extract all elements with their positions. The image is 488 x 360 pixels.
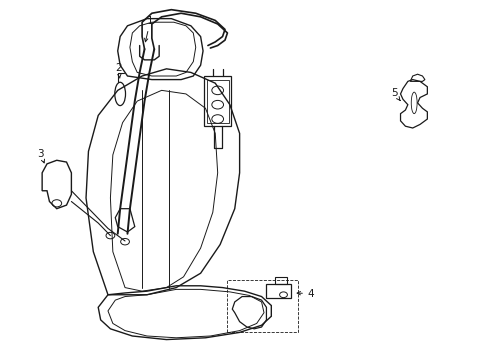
Bar [275, 277, 287, 284]
Text: 1: 1 [144, 16, 153, 42]
Bar [266, 284, 290, 298]
Bar [204, 76, 231, 126]
Text: 2: 2 [115, 63, 122, 78]
Bar [206, 80, 228, 123]
Text: 4: 4 [297, 289, 314, 298]
Bar [227, 280, 298, 332]
Text: 5: 5 [390, 88, 399, 100]
Text: 3: 3 [37, 149, 44, 163]
